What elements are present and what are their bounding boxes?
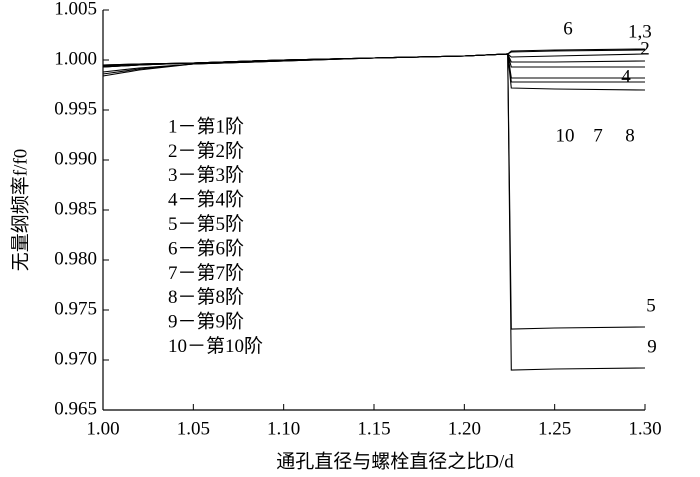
y-axis-label: 无量纲频率f/f0 bbox=[9, 149, 31, 271]
legend-entry: 7－第7阶 bbox=[168, 262, 244, 284]
x-tick-label: 1.20 bbox=[448, 418, 481, 439]
legend-entry: 2－第2阶 bbox=[168, 140, 244, 162]
series-line bbox=[102, 53, 646, 91]
annotation: 9 bbox=[647, 336, 657, 357]
annotation: 2 bbox=[640, 38, 650, 59]
x-tick-label: 1.05 bbox=[177, 418, 210, 439]
legend-entry: 6－第6阶 bbox=[168, 237, 244, 259]
y-tick-label: 0.980 bbox=[54, 248, 97, 269]
legend-entry: 4－第4阶 bbox=[168, 189, 244, 211]
x-tick-label: 1.10 bbox=[267, 418, 300, 439]
y-tick-label: 1.005 bbox=[54, 0, 97, 19]
x-tick-label: 1.25 bbox=[538, 418, 571, 439]
legend-entry: 5－第5阶 bbox=[168, 213, 244, 235]
annotation: 6 bbox=[563, 18, 573, 39]
x-tick-label: 1.30 bbox=[628, 418, 661, 439]
y-tick-label: 0.965 bbox=[54, 398, 97, 419]
annotation: 5 bbox=[646, 295, 656, 316]
legend-entry: 8－第8阶 bbox=[168, 286, 244, 308]
y-tick-label: 1.000 bbox=[54, 48, 97, 69]
annotation: 10 bbox=[556, 125, 575, 146]
annotation: 8 bbox=[625, 125, 635, 146]
annotation: 4 bbox=[621, 66, 631, 87]
legend-entry: 10－第10阶 bbox=[168, 335, 263, 357]
y-tick-label: 0.995 bbox=[54, 98, 97, 119]
x-tick-label: 1.15 bbox=[357, 418, 390, 439]
annotation: 7 bbox=[593, 125, 603, 146]
y-tick-label: 0.970 bbox=[54, 348, 97, 369]
annotation: 1,3 bbox=[628, 21, 652, 42]
y-tick-label: 0.975 bbox=[54, 298, 97, 319]
legend-entry: 1－第1阶 bbox=[168, 115, 244, 137]
y-tick-label: 0.990 bbox=[54, 148, 97, 169]
legend-entry: 9－第9阶 bbox=[168, 311, 244, 333]
y-tick-label: 0.985 bbox=[54, 198, 97, 219]
x-axis-label: 通孔直径与螺栓直径之比D/d bbox=[276, 450, 514, 472]
legend-entry: 3－第3阶 bbox=[168, 164, 244, 186]
x-tick-label: 1.00 bbox=[86, 418, 119, 439]
